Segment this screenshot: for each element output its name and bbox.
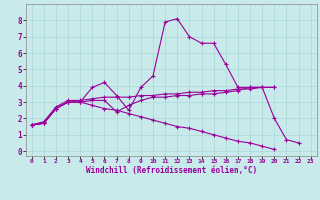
X-axis label: Windchill (Refroidissement éolien,°C): Windchill (Refroidissement éolien,°C) [86, 166, 257, 175]
